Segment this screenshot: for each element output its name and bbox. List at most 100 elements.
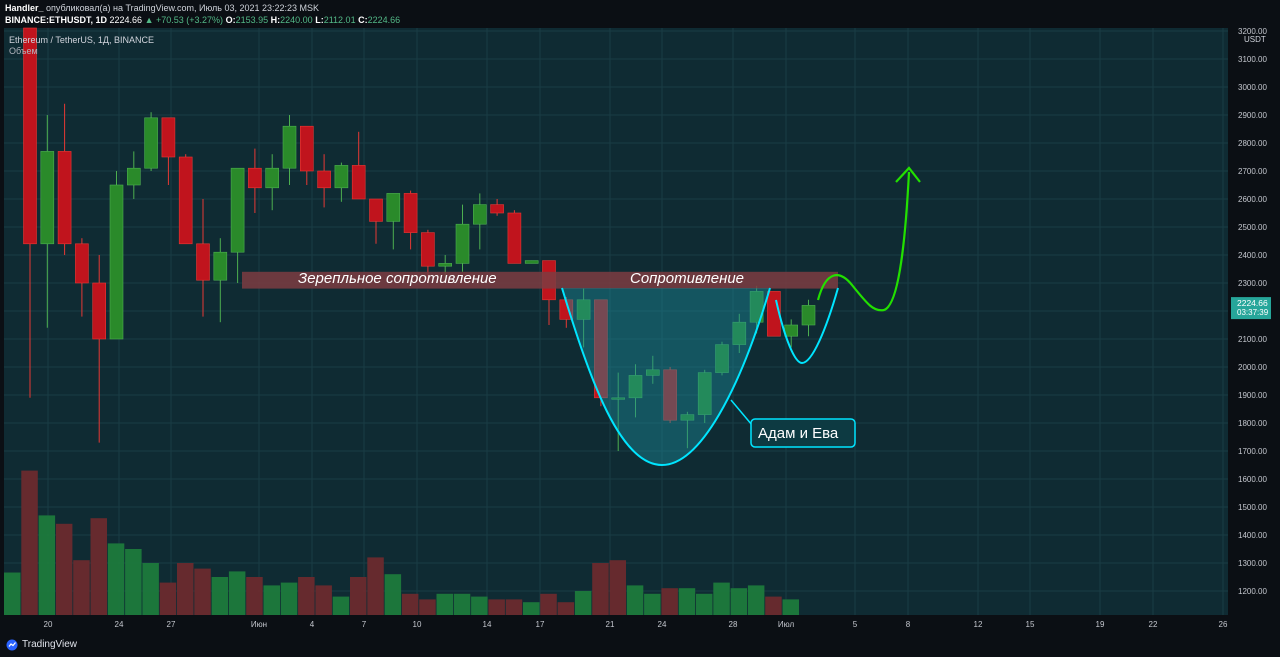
candle-body xyxy=(299,125,314,172)
current-price-badge xyxy=(1231,297,1271,320)
time-tick-label: 17 xyxy=(536,620,545,629)
price-tick-label: 1200.00 xyxy=(1238,587,1267,596)
time-tick-label: Июл xyxy=(778,620,795,629)
candle-body xyxy=(749,291,764,323)
candle-body xyxy=(611,397,626,400)
volume-bar xyxy=(211,577,229,615)
low-label: L: xyxy=(315,15,324,25)
price-tick-label: 2800.00 xyxy=(1238,139,1267,148)
symbol-label: BINANCE:ETHUSDT, 1D xyxy=(5,15,108,25)
volume-bar xyxy=(678,588,696,615)
volume-bar xyxy=(246,577,263,615)
breakout-arrowhead xyxy=(895,166,921,183)
cup-outline xyxy=(561,287,771,467)
tradingview-brand[interactable]: TradingView xyxy=(22,639,78,650)
volume-bar xyxy=(453,593,471,615)
volume-bar xyxy=(557,602,575,615)
price-tick-label: 3100.00 xyxy=(1238,55,1267,64)
volume-bar xyxy=(73,560,90,615)
candle-body xyxy=(663,369,677,421)
candle-body xyxy=(472,204,487,225)
candle-body xyxy=(178,156,193,245)
candle-body xyxy=(213,251,228,281)
top-header: Handler_ опубликовал(а) на TradingView.c… xyxy=(0,0,1280,28)
currency-label: USDT xyxy=(1244,35,1266,44)
time-tick-label: 26 xyxy=(1219,620,1228,629)
resistance-label: Сопротивление xyxy=(630,270,744,287)
price-tick-label: 2700.00 xyxy=(1238,167,1267,176)
time-tick-label: 24 xyxy=(658,620,667,629)
price-tick-label: 1400.00 xyxy=(1238,531,1267,540)
time-tick-label: 8 xyxy=(906,620,911,629)
volume-bar xyxy=(384,574,402,615)
volume-label: Объем xyxy=(9,46,38,56)
candle-body xyxy=(196,243,210,281)
pattern-label: Адам и Ева xyxy=(758,425,839,442)
volume-bar xyxy=(644,593,661,615)
callout-box xyxy=(750,418,856,448)
candle-body xyxy=(403,193,418,233)
volume-bar xyxy=(367,557,384,615)
price-tick-label: 2600.00 xyxy=(1238,195,1267,204)
candle-body xyxy=(92,282,106,340)
ohlc-line: BINANCE:ETHUSDT, 1D 2224.66 ▲ +70.53 (+3… xyxy=(5,15,400,25)
low-value: 2112.01 xyxy=(323,15,356,25)
candle-body xyxy=(524,260,539,264)
candle-body xyxy=(265,167,280,189)
candle-body xyxy=(386,193,401,222)
volume-bar xyxy=(159,582,177,615)
candlesticks xyxy=(23,27,816,451)
candle-body xyxy=(645,369,660,376)
volume-bar xyxy=(401,593,419,615)
price-chart[interactable]: Зерепльное сопротивление Сопротивление Ада… xyxy=(0,0,1280,633)
close-label: C: xyxy=(358,15,368,25)
price-tick-label: 1600.00 xyxy=(1238,475,1267,484)
bottom-bar: TradingView xyxy=(0,633,1280,657)
callout-pointer xyxy=(730,399,753,426)
time-axis: 20 24 27 Июн 4 7 10 14 17 21 24 28 Июл 5 8 12 15 19 22 26 xyxy=(44,620,1228,629)
chart-background xyxy=(4,28,1228,615)
candle-body xyxy=(351,165,366,200)
candle-body xyxy=(680,414,695,421)
volume-bar xyxy=(782,599,799,615)
price-tick-label: 2100.00 xyxy=(1238,335,1267,344)
volume-bar xyxy=(107,543,125,615)
volume-bar xyxy=(713,582,730,615)
price-axis-panel[interactable] xyxy=(1228,28,1280,633)
time-axis-panel[interactable] xyxy=(0,615,1280,633)
candle-body xyxy=(127,167,141,186)
time-tick-label: 12 xyxy=(974,620,983,629)
volume-bar xyxy=(505,599,523,615)
volume-bar xyxy=(730,588,748,615)
price-tick-label: 1500.00 xyxy=(1238,503,1267,512)
candle-body xyxy=(144,117,158,169)
candle-body xyxy=(57,151,72,245)
high-label: H: xyxy=(270,15,281,25)
volume-bar xyxy=(55,523,73,615)
candle-body xyxy=(161,117,176,158)
open-label: O: xyxy=(225,15,236,25)
breakout-arrow xyxy=(816,171,911,312)
volume-bar xyxy=(626,585,644,615)
time-tick-label: 7 xyxy=(362,620,367,629)
candle-body xyxy=(697,372,712,415)
volume-bar xyxy=(298,577,315,615)
candle-body xyxy=(784,324,799,337)
time-tick-label: 21 xyxy=(606,620,615,629)
volume-bar xyxy=(38,515,56,615)
time-tick-label: 5 xyxy=(853,620,858,629)
handle-outline xyxy=(775,287,839,365)
candle-body xyxy=(317,170,331,189)
tradingview-logo-icon[interactable] xyxy=(6,639,18,651)
candle-body xyxy=(801,305,816,326)
time-tick-label: 14 xyxy=(483,620,492,629)
volume-bar xyxy=(350,577,367,615)
volume-bar xyxy=(228,571,246,615)
time-tick-label: 24 xyxy=(115,620,124,629)
author-name[interactable]: Handler_ xyxy=(5,3,44,13)
volume-bar xyxy=(194,568,211,615)
resistance-zone xyxy=(242,271,838,289)
candle-body xyxy=(282,125,297,169)
price-tick-label: 2900.00 xyxy=(1238,111,1267,120)
volume-bar xyxy=(471,596,488,615)
